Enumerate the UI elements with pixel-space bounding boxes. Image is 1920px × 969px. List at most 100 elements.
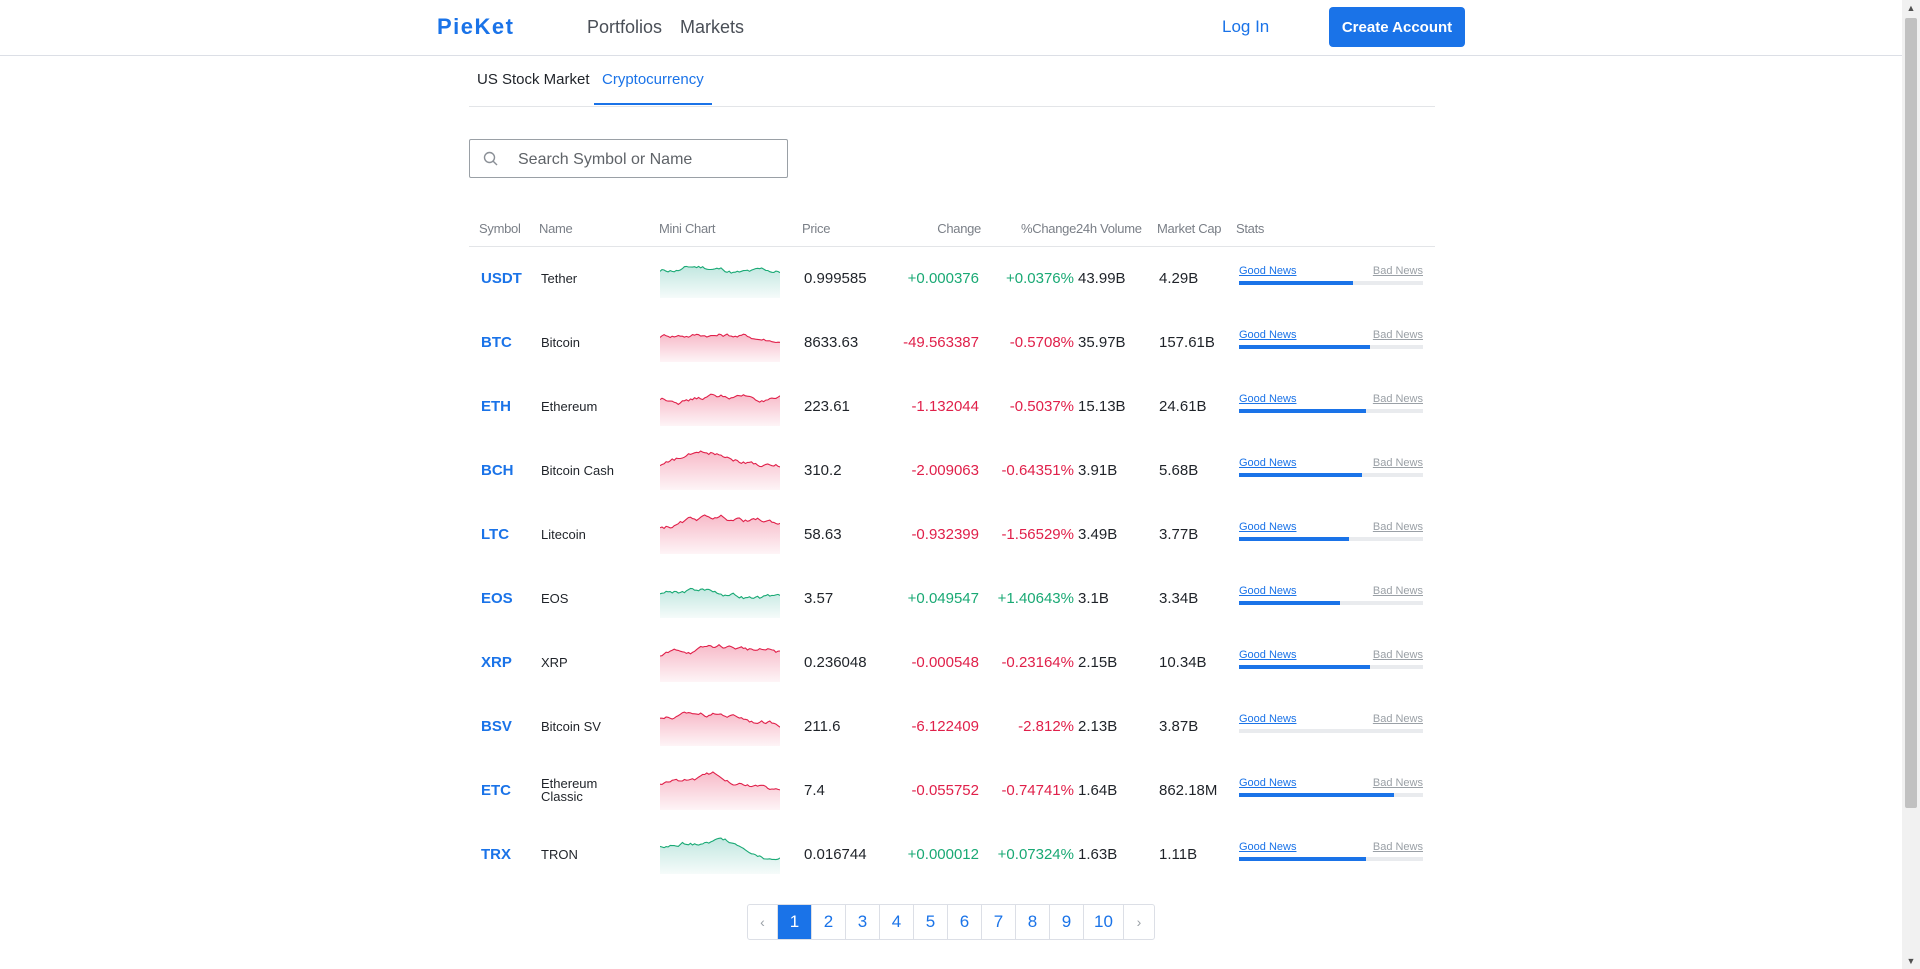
- page-button-6[interactable]: 6: [948, 905, 982, 939]
- price-cell: 0.999585: [804, 246, 867, 310]
- table-row[interactable]: BCH Bitcoin Cash 310.2 -2.009063 -0.6435…: [469, 438, 1435, 502]
- good-news-link[interactable]: Good News: [1239, 841, 1297, 853]
- page-button-9[interactable]: 9: [1050, 905, 1084, 939]
- bad-news-link[interactable]: Bad News: [1372, 649, 1423, 661]
- search-input[interactable]: [516, 145, 780, 174]
- stats-cell: Good News Bad News: [1239, 374, 1423, 438]
- page-button-1[interactable]: 1: [778, 905, 812, 939]
- table-row[interactable]: EOS EOS 3.57 +0.049547 +1.40643% 3.1B 3.…: [469, 566, 1435, 630]
- stats-cell: Good News Bad News: [1239, 630, 1423, 694]
- bad-news-link[interactable]: Bad News: [1372, 777, 1423, 789]
- pct-change-value: +0.07324%: [997, 845, 1074, 863]
- bad-news-link[interactable]: Bad News: [1372, 329, 1423, 341]
- table-row[interactable]: BTC Bitcoin 8633.63 -49.563387 -0.5708% …: [469, 310, 1435, 374]
- good-news-link[interactable]: Good News: [1239, 585, 1297, 597]
- good-news-link[interactable]: Good News: [1239, 649, 1297, 661]
- bad-news-link[interactable]: Bad News: [1372, 585, 1423, 597]
- volume-value: 2.15B: [1078, 653, 1118, 671]
- login-link[interactable]: Log In: [1222, 17, 1270, 36]
- create-account-button[interactable]: Create Account: [1329, 7, 1465, 47]
- table-row[interactable]: ETC Ethereum Classic 7.4 -0.055752 -0.74…: [469, 758, 1435, 822]
- col-name: Name: [539, 221, 573, 236]
- col-stats: Stats: [1236, 221, 1265, 236]
- table-row[interactable]: TRX TRON 0.016744 +0.000012 +0.07324% 1.…: [469, 822, 1435, 886]
- good-news-link[interactable]: Good News: [1239, 521, 1297, 533]
- col-mini-chart: Mini Chart: [659, 221, 716, 236]
- table-row[interactable]: XRP XRP 0.236048 -0.000548 -0.23164% 2.1…: [469, 630, 1435, 694]
- good-news-link[interactable]: Good News: [1239, 713, 1297, 725]
- prev-page-button[interactable]: ‹: [748, 905, 778, 939]
- page-button-2[interactable]: 2: [812, 905, 846, 939]
- page-button-10[interactable]: 10: [1084, 905, 1124, 939]
- bad-news-link[interactable]: Bad News: [1372, 457, 1423, 469]
- symbol-link[interactable]: BTC: [481, 333, 512, 351]
- symbol-link[interactable]: EOS: [481, 589, 513, 607]
- scroll-up-arrow-icon[interactable]: ▲: [1906, 3, 1916, 13]
- nav-markets[interactable]: Markets: [680, 17, 745, 37]
- volume-cell: 3.1B: [1078, 566, 1109, 630]
- bad-news-link[interactable]: Bad News: [1372, 521, 1423, 533]
- tab-cryptocurrency[interactable]: Cryptocurrency: [594, 56, 712, 105]
- bad-news-link[interactable]: Bad News: [1372, 841, 1423, 853]
- news-sentiment-bar: [1239, 729, 1423, 733]
- bad-news-link[interactable]: Bad News: [1372, 265, 1423, 277]
- good-news-bar-fill: [1239, 473, 1363, 477]
- symbol-link[interactable]: TRX: [481, 845, 511, 863]
- symbol-link[interactable]: USDT: [481, 269, 522, 287]
- market-cap-value: 10.34B: [1159, 653, 1207, 671]
- tab-us-stock-market[interactable]: US Stock Market: [477, 71, 590, 88]
- symbol-link[interactable]: LTC: [481, 525, 510, 543]
- mini-chart-area: [660, 266, 780, 298]
- logo[interactable]: PieKet: [437, 14, 515, 39]
- pct-change-value: -1.56529%: [1001, 525, 1074, 543]
- coin-name: Ethereum: [541, 398, 598, 414]
- page-button-8[interactable]: 8: [1016, 905, 1050, 939]
- coin-name: Bitcoin SV: [541, 718, 601, 734]
- stats-cell: Good News Bad News: [1239, 438, 1423, 502]
- bad-news-link[interactable]: Bad News: [1372, 393, 1423, 405]
- volume-value: 3.49B: [1078, 525, 1118, 543]
- symbol-link[interactable]: ETH: [481, 397, 511, 415]
- scroll-down-arrow-icon[interactable]: ▼: [1906, 956, 1916, 966]
- price-value: 3.57: [804, 589, 834, 607]
- volume-value: 15.13B: [1078, 397, 1126, 415]
- page-button-7[interactable]: 7: [982, 905, 1016, 939]
- price-value: 0.999585: [804, 269, 867, 287]
- table-row[interactable]: BSV Bitcoin SV 211.6 -6.122409 -2.812% 2…: [469, 694, 1435, 758]
- market-cap-value: 3.34B: [1159, 589, 1199, 607]
- mini-chart-area: [660, 334, 780, 362]
- change-value: +0.049547: [907, 589, 979, 607]
- page-button-3[interactable]: 3: [846, 905, 880, 939]
- col-market-cap: Market Cap: [1157, 221, 1222, 236]
- table-row[interactable]: USDT Tether 0.999585 +0.000376 +0.0376% …: [469, 246, 1435, 310]
- next-page-button[interactable]: ›: [1136, 914, 1142, 930]
- change-value: -6.122409: [911, 717, 979, 735]
- symbol-link[interactable]: XRP: [481, 653, 512, 671]
- page-button-4[interactable]: 4: [880, 905, 914, 939]
- symbol-link[interactable]: BSV: [481, 717, 512, 735]
- symbol-link[interactable]: ETC: [481, 781, 511, 799]
- symbol-cell: BSV: [481, 694, 512, 758]
- nav-portfolios[interactable]: Portfolios: [587, 17, 663, 37]
- good-news-link[interactable]: Good News: [1239, 777, 1297, 789]
- coin-name: EOS: [541, 590, 569, 606]
- volume-cell: 15.13B: [1078, 374, 1126, 438]
- good-news-link[interactable]: Good News: [1239, 329, 1297, 341]
- market-cap-cell: 1.11B: [1159, 822, 1197, 886]
- mini-chart: [660, 643, 780, 682]
- table-row[interactable]: ETH Ethereum 223.61 -1.132044 -0.5037% 1…: [469, 374, 1435, 438]
- good-news-link[interactable]: Good News: [1239, 265, 1297, 277]
- good-news-link[interactable]: Good News: [1239, 393, 1297, 405]
- scroll-thumb[interactable]: [1905, 18, 1917, 808]
- price-cell: 58.63: [804, 502, 842, 566]
- name-cell: Litecoin: [541, 502, 631, 566]
- page-button-5[interactable]: 5: [914, 905, 948, 939]
- table-row[interactable]: LTC Litecoin 58.63 -0.932399 -1.56529% 3…: [469, 502, 1435, 566]
- price-value: 211.6: [804, 717, 841, 735]
- bad-news-link[interactable]: Bad News: [1372, 713, 1423, 725]
- scrollbar[interactable]: ▲ ▼: [1902, 0, 1920, 969]
- symbol-link[interactable]: BCH: [481, 461, 514, 479]
- good-news-link[interactable]: Good News: [1239, 457, 1297, 469]
- coin-name: XRP: [541, 654, 568, 670]
- symbol-cell: ETH: [481, 374, 511, 438]
